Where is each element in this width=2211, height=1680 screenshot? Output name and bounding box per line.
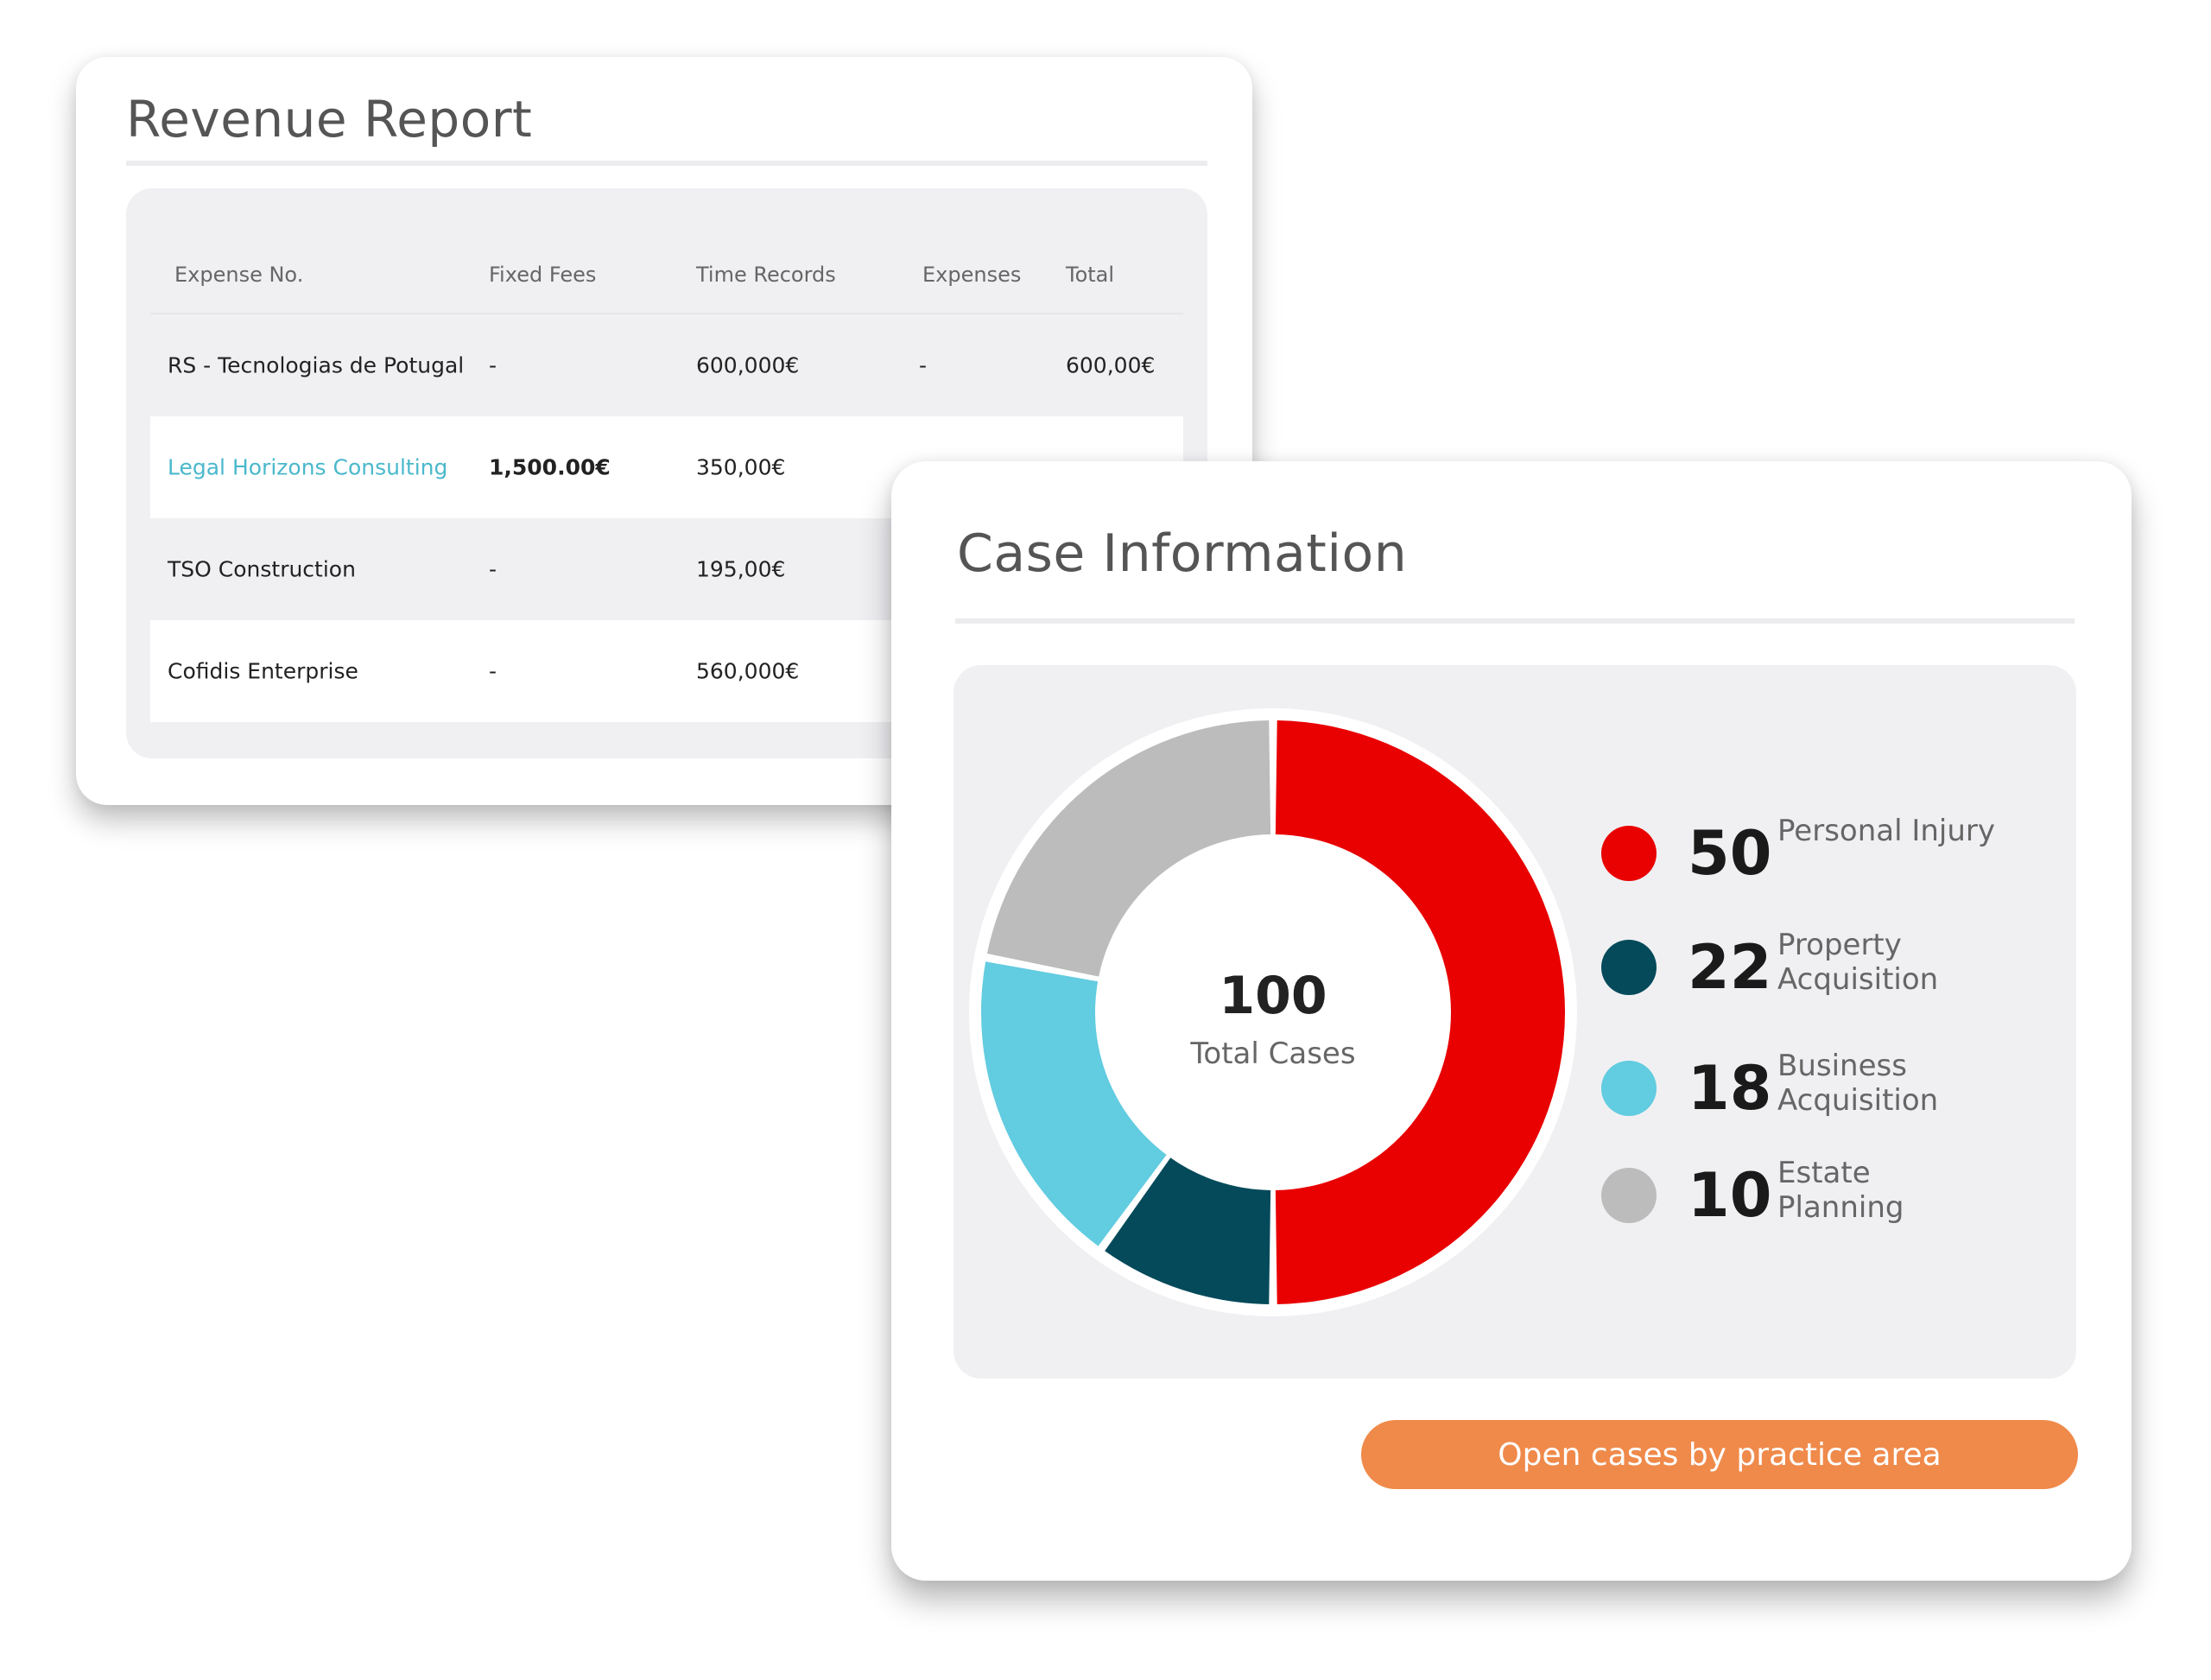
legend-value: 18 [1688,1053,1772,1124]
case-chart-panel: 100 Total Cases 50 Personal Injury 22 Pr… [953,665,2076,1379]
legend-label: Estate Planning [1777,1156,1904,1225]
row-expenses: - [919,352,928,378]
revenue-report-title: Revenue Report [126,90,533,149]
donut-slice-property-acquisition[interactable] [1105,1157,1271,1304]
divider [126,161,1207,166]
row-client-name: TSO Construction [168,556,356,582]
open-cases-by-practice-area-button[interactable]: Open cases by practice area [1361,1420,2078,1489]
row-client-name: Cofidis Enterprise [168,658,358,684]
legend-label: Property Acquisition [1777,928,1939,997]
column-header-total: Total [1066,263,1115,287]
column-header-fixed-fees: Fixed Fees [489,263,597,287]
legend-label: Business Acquisition [1777,1049,1939,1118]
column-header-expense-no: Expense No. [174,263,304,287]
legend-value: 50 [1688,818,1772,889]
donut-chart [969,708,1577,1316]
total-cases-value: 100 [1219,966,1327,1026]
legend-dot-gray [1601,1168,1657,1223]
total-cases-label: Total Cases [1190,1037,1356,1071]
row-time-records: 350,00€ [696,454,786,480]
row-total: 600,00€ [1066,352,1156,378]
row-time-records: 600,000€ [696,352,800,378]
legend-label: Personal Injury [1777,814,1996,848]
legend-item-business-acquisition: 18 Business Acquisition [1601,1045,2050,1132]
table-header: Expense No. Fixed Fees Time Records Expe… [150,237,1183,314]
divider [955,618,2075,624]
row-client-name-link[interactable]: Legal Horizons Consulting [168,454,448,480]
legend-value: 22 [1688,932,1772,1003]
table-row[interactable]: TSO Construction - 195,00€ [150,518,1183,620]
legend-value: 10 [1688,1160,1772,1231]
case-information-card: Case Information 100 Total Cases 50 Pers… [891,461,2132,1581]
row-fixed-fees: 1,500.00€ [489,454,611,480]
column-header-time-records: Time Records [696,263,836,287]
donut-slice-estate-planning[interactable] [986,720,1271,977]
case-information-title: Case Information [957,523,1408,584]
donut-slice-personal-injury[interactable] [1275,720,1566,1304]
legend-item-personal-injury: 50 Personal Injury [1601,810,2050,897]
row-fixed-fees: - [489,658,497,684]
row-time-records: 195,00€ [696,556,786,582]
row-client-name: RS - Tecnologias de Potugal [168,352,465,378]
legend-dot-red [1601,826,1657,881]
legend-item-property-acquisition: 22 Property Acquisition [1601,924,2050,1011]
donut-slice-business-acquisition[interactable] [981,961,1167,1246]
row-fixed-fees: - [489,556,497,582]
table-row[interactable]: RS - Tecnologias de Potugal - 600,000€ -… [150,314,1183,416]
column-header-expenses: Expenses [922,263,1022,287]
legend-item-estate-planning: 10 Estate Planning [1601,1152,2050,1239]
legend-dot-dark-teal [1601,940,1657,995]
row-time-records: 560,000€ [696,658,800,684]
row-fixed-fees: - [489,352,497,378]
legend-dot-light-blue [1601,1061,1657,1116]
